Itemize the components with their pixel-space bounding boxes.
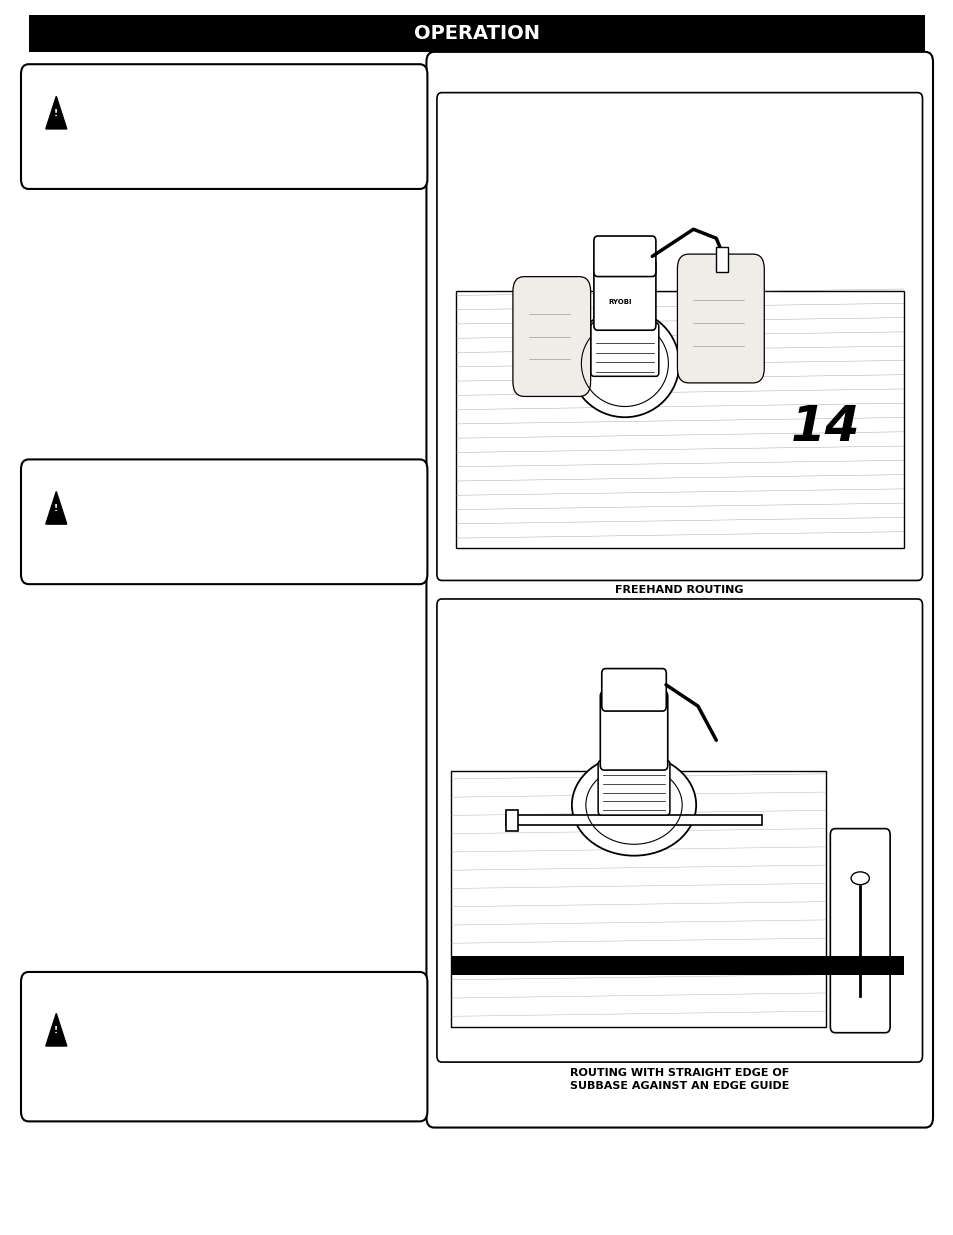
Bar <box>451 771 825 1026</box>
FancyBboxPatch shape <box>590 322 659 377</box>
Text: !: ! <box>54 1026 58 1035</box>
FancyBboxPatch shape <box>677 254 763 383</box>
Bar <box>505 815 761 825</box>
Text: OPERATION: OPERATION <box>414 23 539 43</box>
Text: RYOBI: RYOBI <box>608 299 632 305</box>
FancyBboxPatch shape <box>436 93 922 580</box>
FancyBboxPatch shape <box>601 668 665 711</box>
Bar <box>456 291 902 548</box>
Polygon shape <box>46 96 67 128</box>
Bar <box>29 15 924 52</box>
FancyBboxPatch shape <box>513 277 590 396</box>
Polygon shape <box>46 492 67 524</box>
FancyBboxPatch shape <box>594 259 656 330</box>
Ellipse shape <box>571 755 696 856</box>
FancyBboxPatch shape <box>599 692 667 771</box>
FancyBboxPatch shape <box>598 761 669 815</box>
Text: !: ! <box>54 109 58 119</box>
FancyBboxPatch shape <box>594 236 656 277</box>
Text: !: ! <box>54 504 58 514</box>
FancyBboxPatch shape <box>829 829 889 1032</box>
FancyBboxPatch shape <box>426 52 932 1128</box>
FancyBboxPatch shape <box>436 599 922 1062</box>
Text: 14: 14 <box>790 403 860 451</box>
Text: ROUTING WITH STRAIGHT EDGE OF
SUBBASE AGAINST AN EDGE GUIDE: ROUTING WITH STRAIGHT EDGE OF SUBBASE AG… <box>570 1068 788 1091</box>
Text: FREEHAND ROUTING: FREEHAND ROUTING <box>615 585 743 595</box>
Ellipse shape <box>850 872 868 884</box>
Polygon shape <box>46 1014 67 1046</box>
FancyBboxPatch shape <box>21 972 427 1121</box>
FancyBboxPatch shape <box>21 64 427 189</box>
Ellipse shape <box>570 310 679 417</box>
Bar <box>505 809 517 831</box>
FancyBboxPatch shape <box>21 459 427 584</box>
Bar <box>716 247 727 272</box>
Bar <box>451 956 902 976</box>
